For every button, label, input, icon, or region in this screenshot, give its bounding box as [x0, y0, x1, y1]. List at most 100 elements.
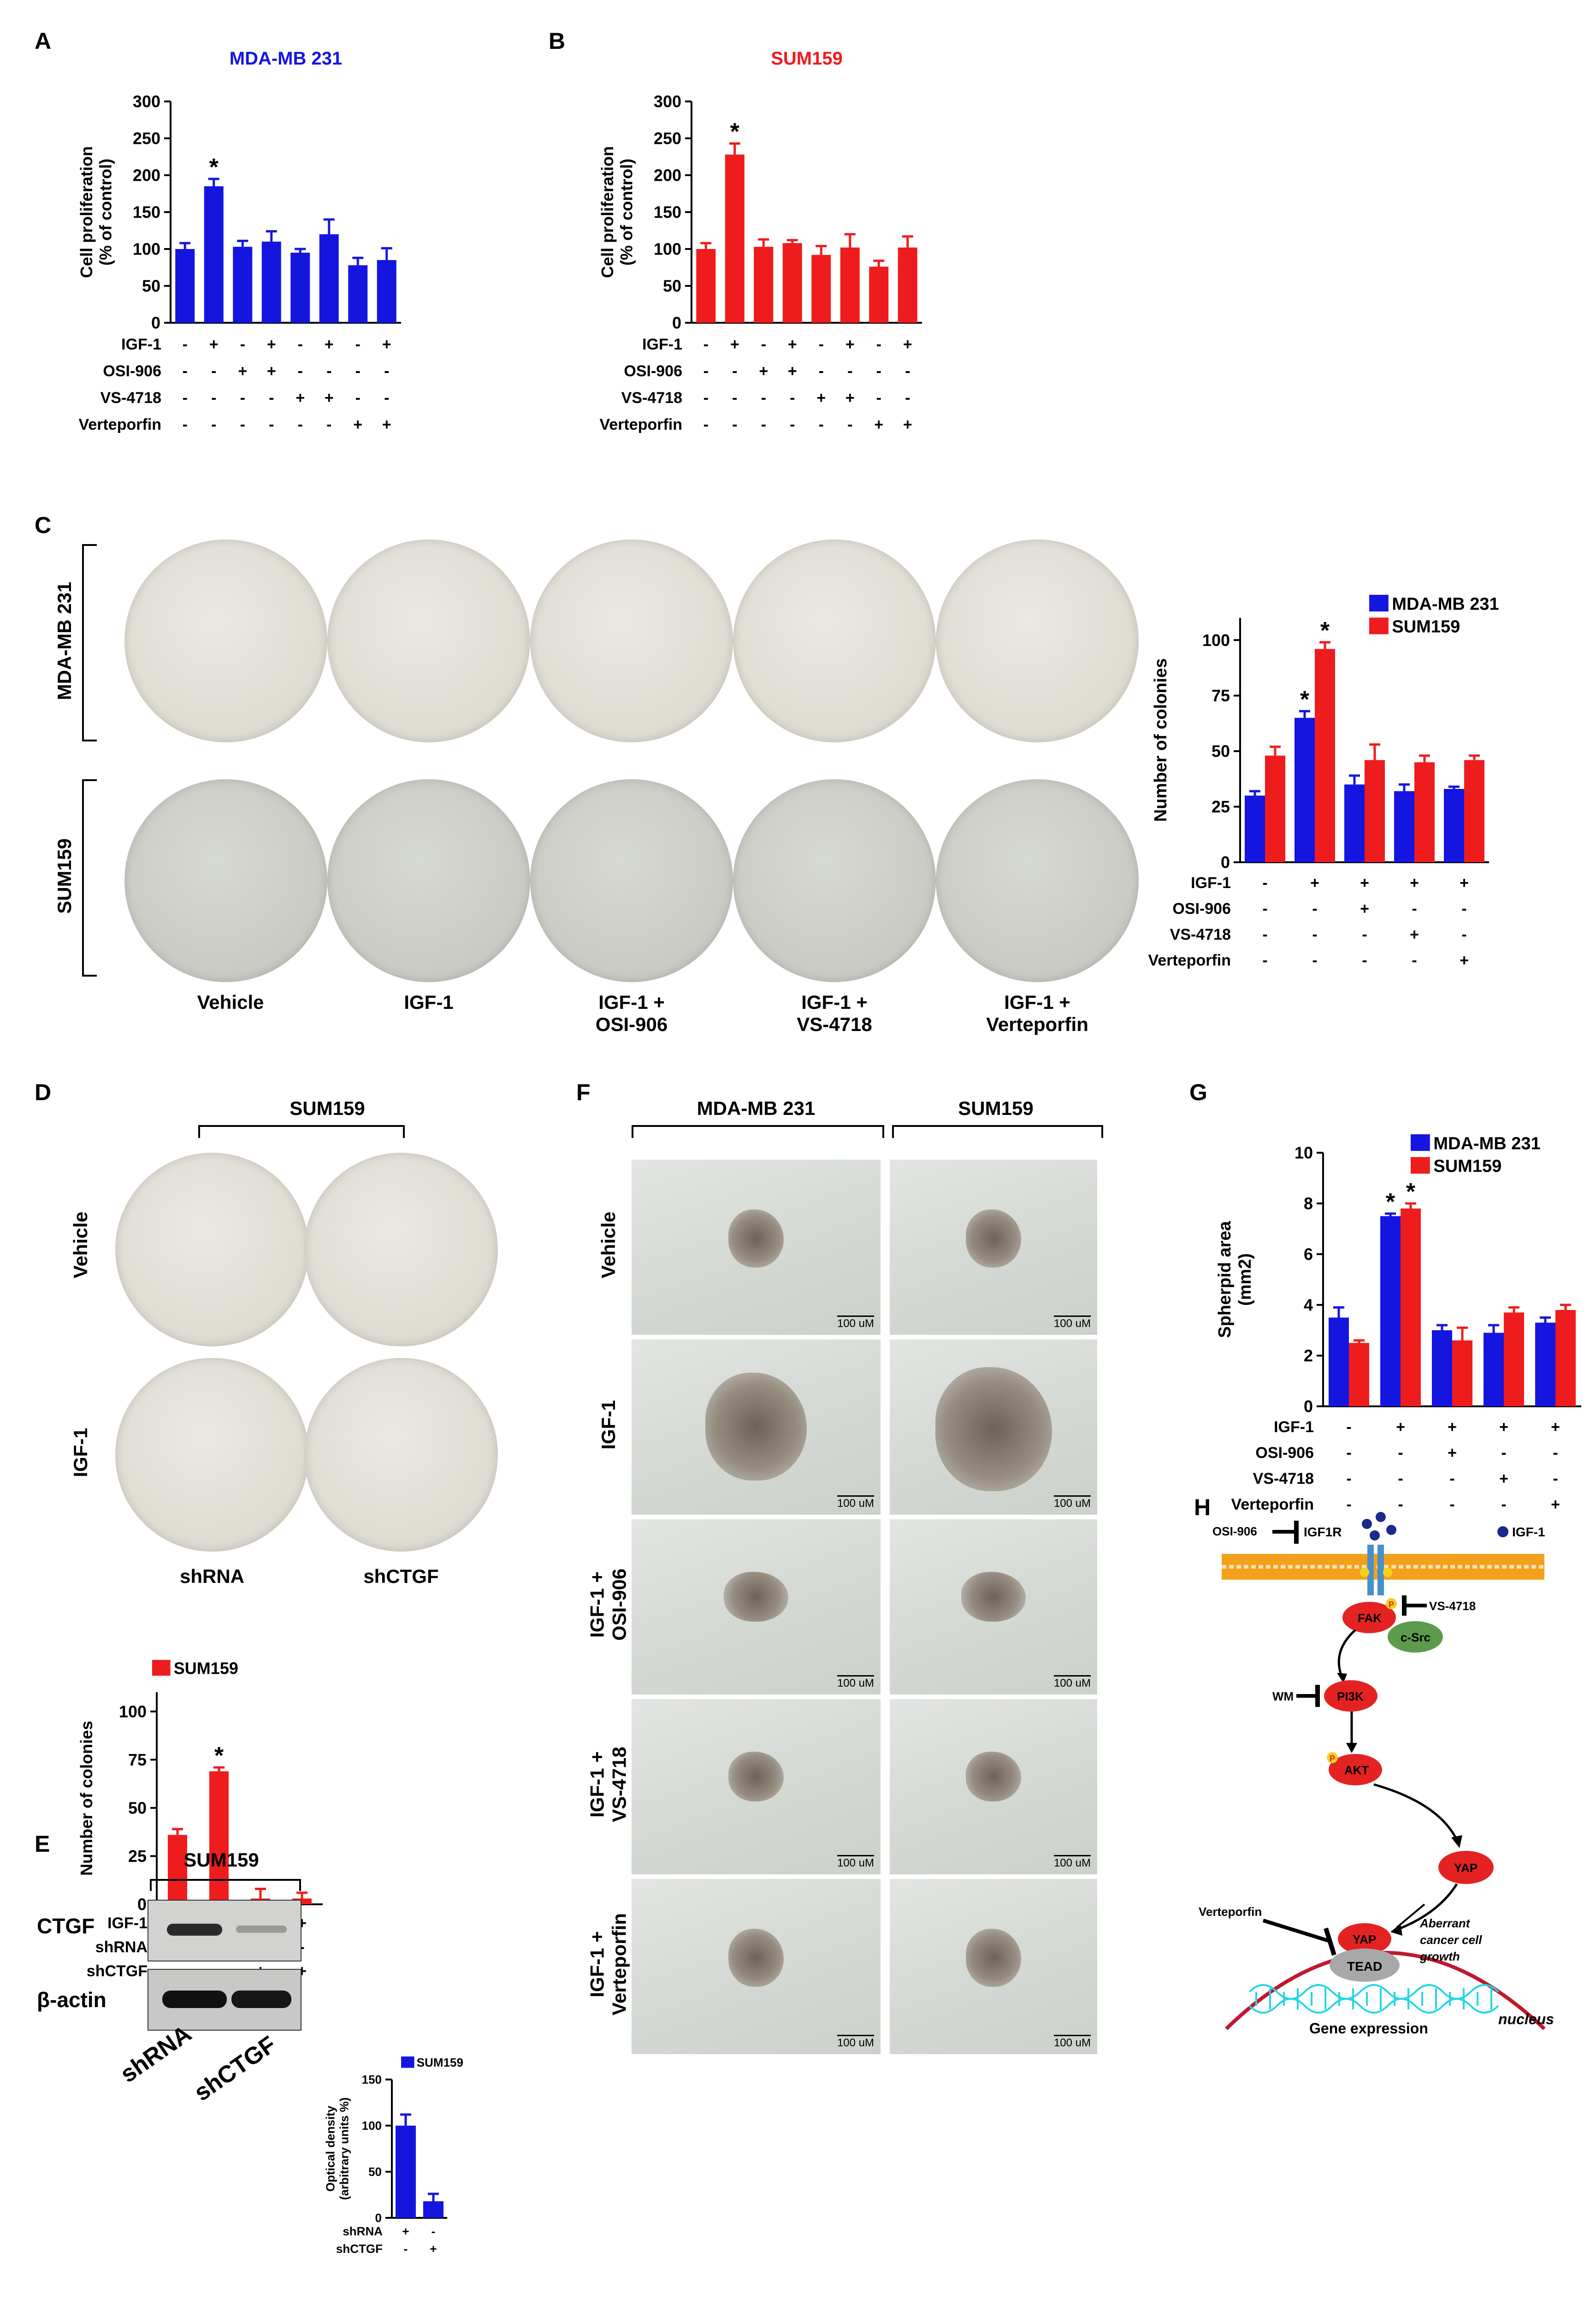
chart-c-ytick-label-4: 100: [1202, 631, 1230, 650]
band-ctgf-shrna: [167, 1924, 222, 1936]
panel-f-col-header-sum: SUM159: [958, 1097, 1034, 1119]
chart-b-sign-1-2: +: [759, 362, 768, 380]
colony-dish-c-0-4: [936, 539, 1139, 742]
chart-b-ytick-label-2: 100: [654, 240, 681, 259]
panel-c-col-label-0: Vehicle: [197, 991, 264, 1013]
blot-ctgf: [148, 1900, 301, 1961]
chart-g-legend-swatch-0: [1411, 1134, 1430, 1151]
chart-c-sign-0-2: +: [1360, 874, 1369, 892]
scale-bar-1-1: 100 uM: [1053, 1495, 1091, 1510]
arrow-pi3k-akt-head: [1346, 1743, 1357, 1753]
chart-b-sign-2-0: -: [703, 389, 709, 407]
chart-c-row-label-1: OSI-906: [1172, 900, 1231, 918]
chart-b-sign-0-1: +: [730, 336, 739, 353]
chart-b-sign-2-4: +: [816, 389, 826, 407]
chart-a-ytick-label-2: 100: [133, 240, 160, 259]
chart-c-sign-0-0: -: [1262, 874, 1267, 892]
chart-a-sign-3-1: -: [211, 416, 216, 433]
chart-a-ytick-label-0: 0: [151, 314, 160, 332]
spheroid-image-1-0: 100 uM: [632, 1339, 881, 1515]
chart-g-ytick-label-3: 6: [1304, 1245, 1313, 1264]
panel-c-bracket-sum: [82, 779, 97, 977]
chart-b-bar-0-1: [725, 154, 745, 323]
chart-a-sign-3-3: -: [269, 416, 274, 433]
panel-f-bracket-sum: [892, 1125, 1103, 1138]
panel-c-col-label-1: IGF-1: [404, 991, 454, 1013]
chart-c-sign-0-1: +: [1310, 874, 1319, 892]
chart-c-bar-1-1: [1315, 649, 1335, 862]
chart-a-sign-2-6: -: [355, 389, 361, 407]
chart-a-bar-0-4: [290, 253, 310, 323]
chart-g-row-label-0: IGF-1: [1274, 1418, 1314, 1436]
spheroid-image-3-0: 100 uM: [632, 1699, 881, 1874]
chart-c-ytick-label-2: 50: [1212, 742, 1230, 761]
chart-d-ytick-label-0: 0: [137, 1895, 147, 1914]
colony-dish-c-0-1: [327, 539, 530, 742]
chart-e-ylabel: Optical density(arbitrary units %): [324, 2098, 351, 2200]
chart-g-row-label-3: Verteporfin: [1231, 1496, 1314, 1513]
colony-dish-d-igf1-shctgf: [304, 1358, 498, 1552]
chart-a-bar-0-2: [233, 247, 253, 323]
panel-d-col-label-shctgf: shCTGF: [363, 1565, 439, 1587]
chart-c-sign-2-4: -: [1461, 926, 1466, 943]
chart-e-sign-0-1: -: [432, 2224, 436, 2238]
igf1r-label: IGF1R: [1304, 1525, 1342, 1539]
chart-c-ylabel: Number of colonies: [1151, 658, 1170, 822]
igf1-ligand-4: [1370, 1530, 1380, 1541]
verteporfin-inhibit-line: [1262, 1919, 1331, 1943]
gene-expression-label: Gene expression: [1309, 2020, 1428, 2037]
fak-label: FAK: [1358, 1611, 1382, 1625]
scale-bar-0-1: 100 uM: [1053, 1315, 1091, 1330]
chart-c-legend-swatch-0: [1369, 595, 1389, 612]
chart-c-sign-3-3: -: [1412, 952, 1417, 969]
chart-c-sign-0-3: +: [1410, 874, 1419, 892]
chart-b-row-label-2: VS-4718: [621, 389, 682, 407]
chart-a-sign-3-2: -: [240, 416, 245, 433]
panel-c-col-label-2: IGF-1 + OSI-906: [595, 991, 668, 1035]
chart-g-bar-1-1: [1401, 1209, 1421, 1406]
chart-g-sign-2-0: -: [1346, 1470, 1351, 1487]
chart-a-bar-0-7: [377, 260, 396, 323]
chart-d-bar-0-0: [168, 1835, 187, 1904]
colony-dish-d-igf1-shrna: [115, 1358, 309, 1552]
chart-c-ytick-label-3: 75: [1212, 686, 1230, 705]
panel-f-row-label-0: Vehicle: [597, 1211, 619, 1279]
akt-label: AKT: [1344, 1763, 1369, 1777]
chart-b-sign-3-0: -: [703, 416, 709, 433]
chart-c-legend-label-0: MDA-MB 231: [1392, 594, 1499, 614]
chart-d-ytick-label-2: 50: [128, 1799, 147, 1818]
chart-g-sign-1-3: -: [1501, 1444, 1506, 1462]
chart-g-ytick-label-5: 10: [1295, 1144, 1313, 1162]
spheroid-3-0: [728, 1752, 784, 1801]
spheroid-4-1: [966, 1929, 1021, 1987]
chart-b-sign-0-4: -: [819, 336, 824, 353]
chart-c-sign-1-2: +: [1360, 900, 1369, 918]
chart-g-sign-0-1: +: [1396, 1418, 1405, 1436]
band-actin-shctgf: [231, 1991, 291, 2008]
scale-bar-2-1: 100 uM: [1053, 1675, 1091, 1689]
spheroid-image-2-0: 100 uM: [632, 1519, 881, 1695]
spheroid-1-1: [935, 1367, 1052, 1492]
chart-g-sign-1-4: -: [1553, 1444, 1558, 1462]
chart-b-ylabel: Cell proliferation(% of control): [598, 146, 636, 278]
chart-g-sign-0-2: +: [1448, 1418, 1457, 1436]
chart-b-sign-3-7: +: [903, 416, 912, 433]
chart-b-sign-1-6: -: [876, 362, 881, 380]
chart-d-legend-label-0: SUM159: [174, 1659, 238, 1678]
chart-b-bar-0-0: [696, 249, 716, 323]
chart-g-legend-label-1: SUM159: [1433, 1157, 1501, 1176]
chart-a-bar-0-0: [175, 249, 195, 323]
chart-b-sign-1-4: -: [819, 362, 824, 380]
chart-a-proliferation-mda: MDA-MB 231 0 50 100 150 200 250 300 Cell prolife…: [77, 48, 401, 433]
chart-b-sign-1-3: +: [788, 362, 797, 380]
tead-label: TEAD: [1347, 1959, 1382, 1973]
band-ctgf-shctgf: [236, 1926, 287, 1933]
chart-d-legend-swatch-0: [152, 1660, 171, 1676]
chart-g-sign-0-0: -: [1346, 1418, 1351, 1436]
igf1-legend-dot: [1497, 1526, 1508, 1537]
chart-a-ytick-label-4: 200: [133, 166, 160, 185]
spheroid-image-1-1: 100 uM: [890, 1339, 1097, 1515]
chart-g-bar-0-3: [1484, 1333, 1504, 1406]
chart-a-row-label-1: OSI-906: [103, 362, 161, 380]
chart-g-ytick-label-2: 4: [1304, 1296, 1313, 1315]
